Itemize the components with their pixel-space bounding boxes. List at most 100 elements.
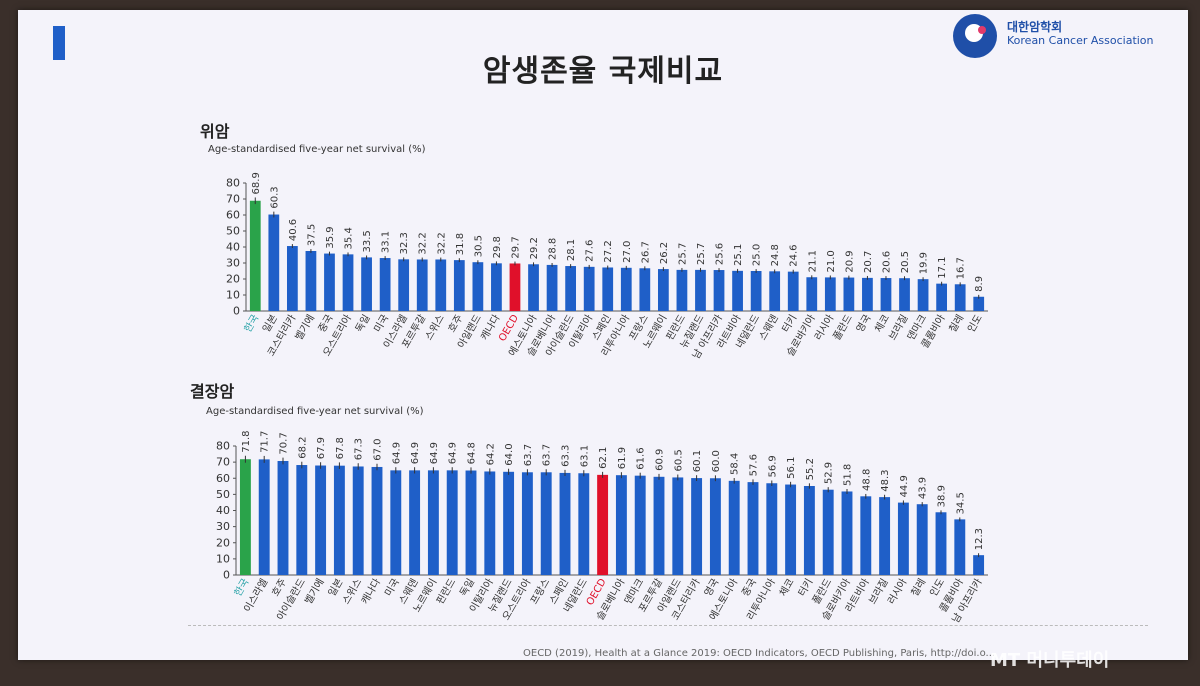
colon-category-label-5: 일본: [326, 577, 346, 599]
stomach-ytick-80: 80: [226, 177, 240, 190]
colon-bar-0: [239, 459, 251, 575]
colon-value-label-24: 60.1: [692, 450, 703, 472]
colon-bar-13: [484, 471, 496, 575]
stomach-bar-25: [713, 270, 725, 311]
stomach-ytick-0: 0: [233, 305, 240, 318]
colon-bar-36: [916, 504, 928, 575]
association-emblem-icon: [953, 14, 997, 58]
stomach-value-label-0: 68.9: [251, 172, 262, 194]
association-logo: 대한암학회 Korean Cancer Association: [953, 14, 1173, 58]
colon-ytick-30: 30: [216, 520, 230, 533]
stomach-value-label-4: 35.9: [325, 226, 336, 248]
colon-value-label-7: 67.0: [373, 438, 384, 460]
colon-bar-1: [258, 459, 270, 575]
stomach-bar-8: [398, 259, 410, 311]
colon-value-label-22: 60.9: [655, 449, 666, 471]
stomach-value-label-6: 33.5: [362, 230, 373, 252]
colon-category-label-0: 한국: [232, 577, 252, 599]
stomach-value-label-24: 25.7: [696, 243, 707, 265]
stomach-bar-14: [509, 263, 521, 311]
colon-value-label-1: 71.7: [260, 431, 271, 453]
stomach-value-label-38: 16.7: [956, 257, 967, 279]
colon-bar-5: [333, 465, 345, 575]
colon-value-label-35: 44.9: [899, 475, 910, 497]
stomach-bar-9: [416, 259, 428, 311]
colon-ytick-60: 60: [216, 472, 230, 485]
colon-category-label-2: 호주: [270, 577, 290, 599]
stomach-bar-27: [750, 271, 762, 311]
stomach-value-label-17: 28.1: [566, 239, 577, 261]
stomach-value-label-11: 31.8: [455, 233, 466, 255]
stomach-value-label-9: 32.2: [418, 232, 429, 254]
colon-value-label-36: 43.9: [918, 477, 929, 499]
colon-category-label-7: 캐나다: [359, 577, 383, 607]
colon-value-label-23: 60.5: [673, 449, 684, 471]
stomach-ytick-10: 10: [226, 289, 240, 302]
colon-value-label-34: 48.3: [880, 470, 891, 492]
colon-category-label-30: 터키: [796, 577, 816, 599]
stomach-category-label-32: 폴란드: [831, 313, 855, 343]
stomach-category-label-29: 터키: [780, 313, 800, 335]
stomach-value-label-16: 28.8: [548, 238, 559, 260]
colon-bar-2: [277, 460, 289, 575]
colon-bar-30: [803, 485, 815, 575]
stomach-value-label-33: 20.7: [863, 251, 874, 273]
stomach-value-label-5: 35.4: [344, 227, 355, 249]
colon-bar-22: [653, 476, 665, 575]
source-citation: OECD (2019), Health at a Glance 2019: OE…: [523, 648, 996, 659]
colon-ytick-20: 20: [216, 536, 230, 549]
stomach-category-label-4: 중국: [316, 313, 336, 335]
stomach-value-label-13: 29.8: [492, 236, 503, 258]
stomach-bar-5: [342, 254, 354, 311]
stomach-value-label-23: 25.7: [677, 243, 688, 265]
slide: 암생존율 국제비교 대한암학회 Korean Cancer Associatio…: [18, 10, 1188, 660]
stomach-value-label-14: 29.7: [510, 236, 521, 258]
stomach-bar-32: [843, 277, 855, 311]
colon-value-label-19: 62.1: [598, 447, 609, 469]
colon-bar-11: [446, 470, 458, 575]
stomach-ytick-50: 50: [226, 225, 240, 238]
chart2-ylabel: Age-standardised five-year net survival …: [206, 406, 424, 417]
colon-bar-9: [409, 470, 421, 575]
stomach-bar-17: [565, 266, 577, 311]
colon-bar-14: [503, 471, 515, 575]
stomach-value-label-8: 32.3: [399, 232, 410, 254]
colon-ytick-10: 10: [216, 552, 230, 565]
colon-bar-32: [841, 491, 853, 575]
colon-category-label-12: 독일: [458, 577, 478, 599]
colon-value-label-4: 67.9: [316, 437, 327, 459]
stomach-bar-39: [973, 296, 985, 311]
stomach-bar-6: [361, 257, 372, 311]
colon-value-label-13: 64.2: [485, 443, 496, 465]
stomach-bar-30: [806, 277, 818, 311]
colon-value-label-27: 57.6: [749, 454, 760, 476]
stomach-bar-26: [732, 270, 743, 311]
stomach-value-label-35: 20.5: [900, 251, 911, 273]
colon-value-label-30: 55.2: [805, 458, 816, 480]
colon-value-label-37: 38.9: [937, 485, 948, 507]
logo-name-ko: 대한암학회: [1007, 20, 1063, 34]
colon-value-label-6: 67.3: [354, 438, 365, 460]
chart1-ylabel: Age-standardised five-year net survival …: [208, 144, 426, 155]
colon-value-label-28: 56.9: [767, 455, 778, 477]
colon-bar-24: [691, 478, 703, 575]
colon-value-label-10: 64.9: [429, 442, 440, 464]
stomach-bar-34: [880, 278, 892, 311]
stomach-value-label-3: 37.5: [306, 224, 317, 246]
colon-bar-37: [935, 512, 947, 575]
colon-value-label-26: 58.4: [730, 453, 741, 475]
stomach-value-label-12: 30.5: [473, 235, 484, 257]
colon-bar-26: [728, 480, 740, 575]
stomach-bar-38: [954, 284, 966, 311]
colon-bar-33: [860, 496, 872, 575]
stomach-value-label-7: 33.1: [381, 231, 392, 253]
colon-category-label-29: 체코: [777, 577, 797, 599]
colon-category-label-35: 러시아: [885, 577, 909, 607]
stomach-bar-13: [491, 263, 502, 311]
colon-value-label-3: 68.2: [297, 436, 308, 458]
stomach-category-label-7: 미국: [372, 313, 392, 335]
colon-bar-34: [879, 497, 891, 575]
colon-bar-12: [465, 470, 477, 575]
colon-bar-20: [615, 475, 627, 575]
